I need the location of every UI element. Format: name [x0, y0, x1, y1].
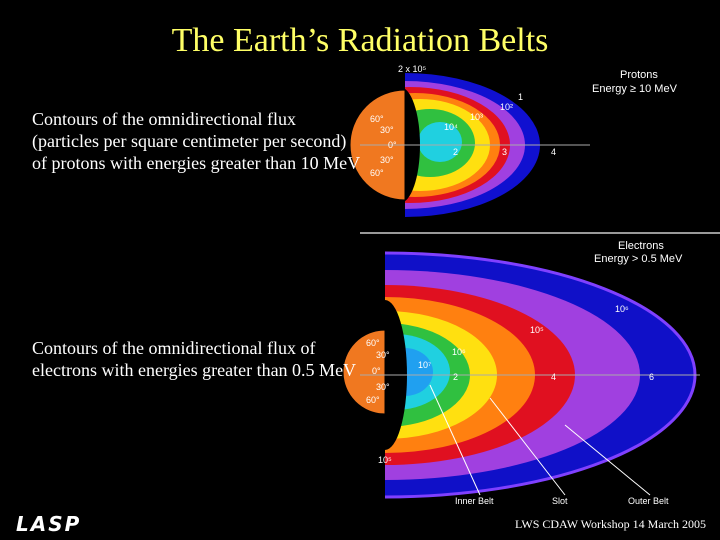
label: 30° — [380, 125, 394, 135]
label: Inner Belt — [455, 496, 494, 506]
label: 30° — [376, 382, 390, 392]
label: 2 x 10⁵ — [398, 64, 427, 74]
label: 10⁵ — [530, 325, 544, 335]
label: 2 — [453, 372, 458, 382]
label: Slot — [552, 496, 568, 506]
figure-subtitle: Energy > 0.5 MeV — [594, 253, 683, 265]
label: 30° — [380, 155, 394, 165]
logo: LASP — [16, 512, 82, 536]
pointer — [489, 397, 566, 496]
label: 10⁵ — [378, 455, 392, 465]
label: 30° — [376, 350, 390, 360]
label: 10⁷ — [418, 360, 431, 370]
pointer — [564, 424, 651, 496]
label: 6 — [649, 372, 654, 382]
label: 3 — [502, 147, 507, 157]
earth — [342, 329, 386, 415]
label: 10⁶ — [615, 304, 629, 314]
label: 10⁶ — [452, 347, 466, 357]
label: 0° — [388, 140, 397, 150]
label: Outer Belt — [628, 496, 669, 506]
figure-subtitle: Energy ≥ 10 MeV — [592, 83, 678, 95]
footer: LWS CDAW Workshop 14 March 2005 — [514, 517, 706, 531]
label: 60° — [366, 395, 380, 405]
caption: Contours of the omnidirectional flux (pa… — [32, 109, 361, 173]
label: 4 — [551, 147, 556, 157]
label: 10³ — [470, 112, 483, 122]
label: 60° — [370, 114, 384, 124]
label: 10² — [500, 102, 513, 112]
label: 10⁴ — [444, 122, 458, 132]
label: 60° — [370, 168, 384, 178]
caption: Contours of the omnidirectional flux of … — [32, 338, 357, 380]
label: 4 — [551, 372, 556, 382]
figure-title: Protons — [620, 69, 658, 81]
pointer — [429, 384, 481, 496]
label: 60° — [366, 338, 380, 348]
figure-title: Electrons — [618, 240, 664, 252]
label: 1 — [518, 92, 523, 102]
label: 2 — [453, 147, 458, 157]
label: 0° — [372, 366, 381, 376]
slide-title: The Earth’s Radiation Belts — [171, 22, 549, 59]
